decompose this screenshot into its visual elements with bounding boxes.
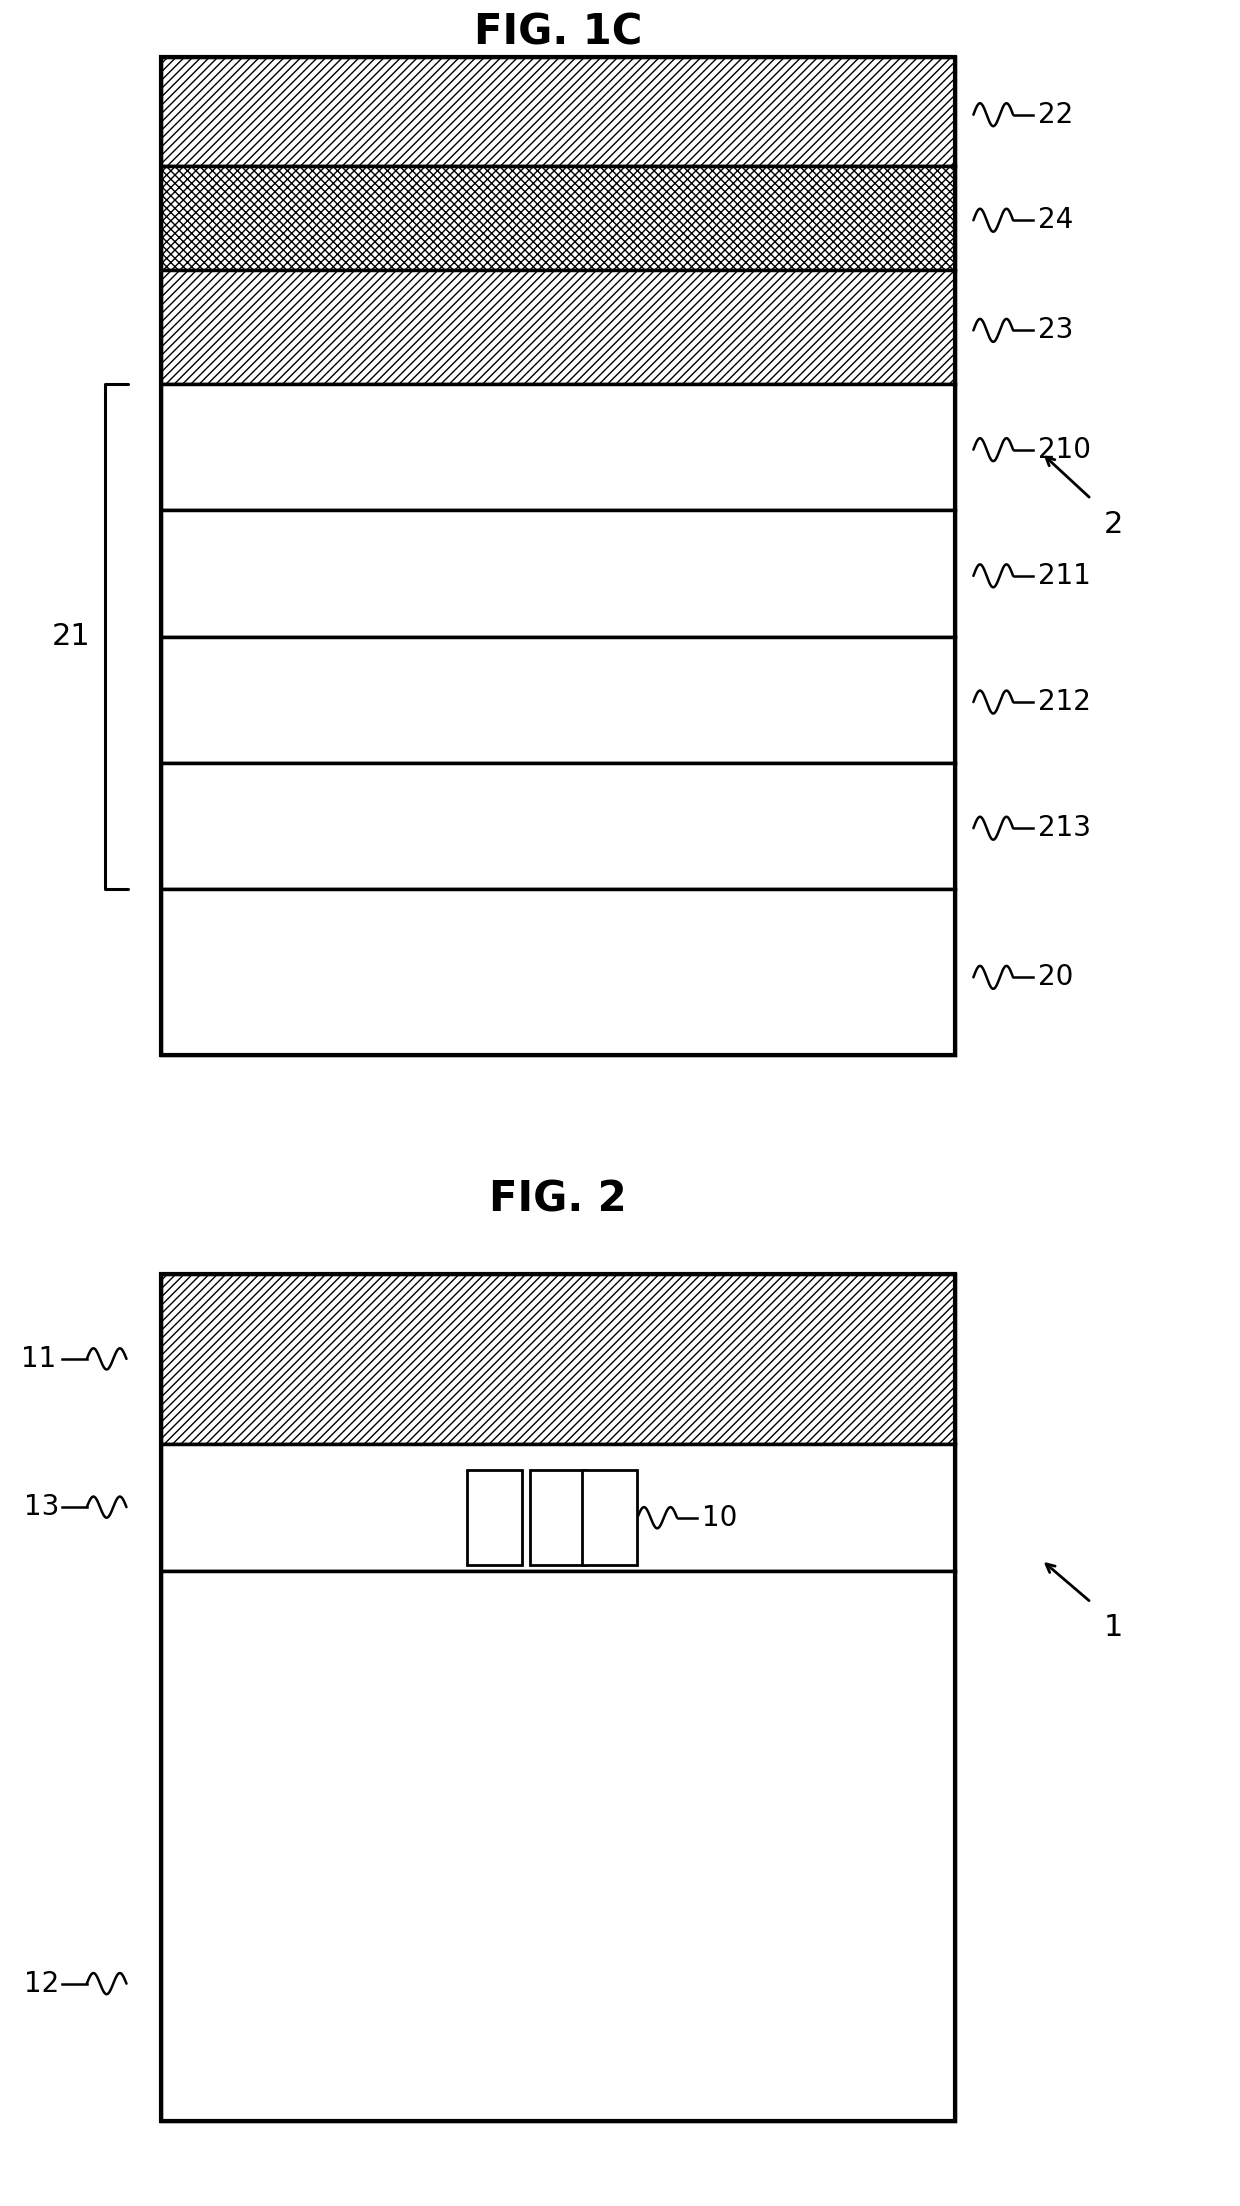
- Bar: [161, 1275, 955, 1443]
- Bar: [161, 57, 955, 1054]
- Bar: [161, 889, 955, 1054]
- Text: 23: 23: [1038, 315, 1074, 344]
- Text: 22: 22: [1038, 101, 1073, 128]
- Text: 24: 24: [1038, 205, 1073, 234]
- Text: FIG. 1C: FIG. 1C: [474, 11, 642, 53]
- Bar: [161, 763, 955, 889]
- Text: 213: 213: [1038, 814, 1091, 843]
- Text: 210: 210: [1038, 435, 1091, 463]
- Text: 12: 12: [25, 1970, 60, 1999]
- Bar: [582, 1469, 637, 1566]
- Bar: [161, 1571, 955, 2122]
- Text: 10: 10: [702, 1504, 738, 1531]
- Text: FIG. 2: FIG. 2: [490, 1178, 626, 1220]
- Text: 211: 211: [1038, 563, 1091, 589]
- Text: 20: 20: [1038, 964, 1074, 990]
- Bar: [161, 269, 955, 384]
- Text: 11: 11: [21, 1346, 56, 1372]
- Bar: [466, 1469, 522, 1566]
- Bar: [161, 510, 955, 638]
- Text: 212: 212: [1038, 688, 1091, 717]
- Bar: [531, 1469, 585, 1566]
- Text: 2: 2: [1104, 510, 1123, 540]
- Text: 21: 21: [52, 622, 91, 651]
- Text: 13: 13: [24, 1493, 60, 1522]
- Bar: [161, 384, 955, 510]
- Bar: [161, 1275, 955, 2122]
- Bar: [161, 638, 955, 763]
- Text: 1: 1: [1104, 1613, 1123, 1641]
- Bar: [161, 57, 955, 165]
- Bar: [161, 1443, 955, 1571]
- Bar: [161, 165, 955, 269]
